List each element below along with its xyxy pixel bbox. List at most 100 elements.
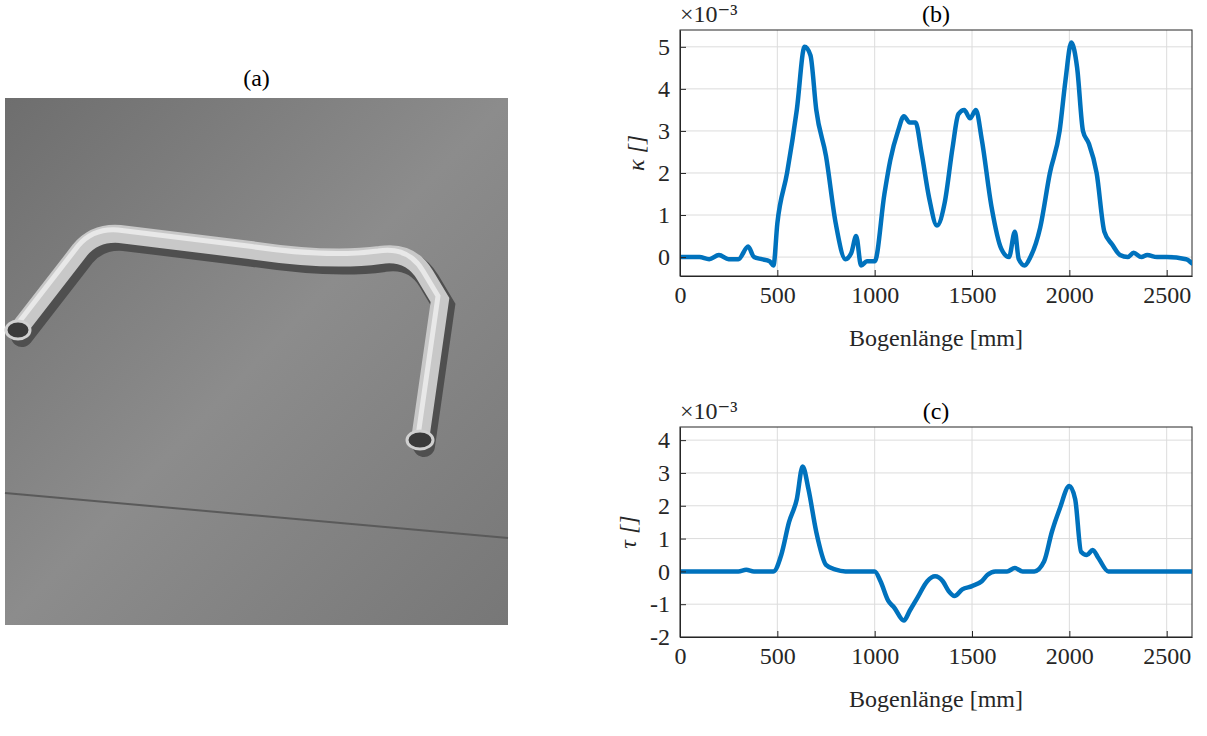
tick: 500 — [760, 631, 796, 669]
axis-line — [680, 31, 681, 277]
tick-label: 2500 — [1143, 282, 1191, 308]
panel-title: (b) — [922, 1, 950, 27]
tick: 0 — [658, 244, 686, 270]
photo — [5, 98, 508, 625]
tick-label: 0 — [658, 559, 670, 585]
tick-label: 2 — [658, 493, 670, 519]
tick-label: 2 — [658, 160, 670, 186]
tick-mark — [680, 440, 686, 441]
grid — [680, 427, 1192, 637]
tube-end — [407, 431, 433, 449]
tick: 2500 — [1143, 270, 1191, 308]
tick-mark — [972, 270, 973, 276]
tick-label: 2500 — [1143, 643, 1191, 669]
x-axis: 0 500 1000 1500 2000 2500 — [675, 270, 1193, 308]
plot-frame — [680, 427, 1192, 637]
tick-label: -2 — [650, 624, 670, 650]
tick-label: 3 — [658, 118, 670, 144]
tick-label: 1000 — [851, 643, 899, 669]
axis-line — [681, 637, 1193, 638]
y-axis-title: τ [] — [615, 515, 641, 548]
tick: 1500 — [949, 631, 997, 669]
tick-label: 500 — [760, 643, 796, 669]
grid-line-x — [1166, 30, 1167, 276]
tick: 3 — [658, 460, 686, 486]
panel-title: (c) — [923, 398, 950, 424]
tube — [18, 234, 440, 440]
data-line — [680, 466, 1192, 620]
tick-mark — [875, 631, 876, 637]
tick-label: 1500 — [949, 282, 997, 308]
grid-line-x — [874, 427, 875, 637]
tick-label: 500 — [760, 282, 796, 308]
tick-mark — [680, 473, 686, 474]
sheet-seam — [5, 493, 508, 538]
tick-label: 4 — [658, 76, 670, 102]
y-axis: 012345 — [658, 31, 686, 277]
grid-line-x — [972, 30, 973, 276]
tick: -2 — [650, 624, 686, 650]
tick: 2 — [658, 160, 686, 186]
tick: 1000 — [851, 270, 899, 308]
data-line — [680, 43, 1192, 266]
tick-mark — [875, 270, 876, 276]
panel: 05001000150020002500012345(b)×10⁻³Bogenl… — [623, 1, 1193, 351]
tick: 1 — [658, 202, 686, 228]
grid-line-y — [680, 604, 1192, 605]
grid-line-x — [777, 427, 778, 637]
panel-title: (a) — [243, 65, 270, 91]
axis-multiplier: ×10⁻³ — [680, 1, 737, 27]
tick-mark — [777, 631, 778, 637]
tick-label: 0 — [675, 282, 687, 308]
tick: 3 — [658, 118, 686, 144]
tick-mark — [680, 637, 686, 638]
tick: 2000 — [1046, 270, 1094, 308]
x-axis-title: Bogenlänge [mm] — [849, 325, 1023, 351]
tick-label: 3 — [658, 460, 670, 486]
axis-line — [680, 428, 681, 638]
tick: 0 — [658, 559, 686, 585]
grid-line-y — [680, 172, 1192, 173]
tick-label: -1 — [650, 591, 670, 617]
tick-label: 0 — [658, 244, 670, 270]
tick-mark — [680, 131, 686, 132]
plot-area — [680, 466, 1192, 620]
panel: 05001000150020002500-2-101234(c)×10⁻³Bog… — [615, 398, 1193, 712]
tick-mark — [1069, 631, 1070, 637]
plot-frame — [680, 30, 1192, 276]
grid-line-x — [1069, 427, 1070, 637]
grid-line-y — [680, 440, 1192, 441]
x-axis: 05001000150020002500 — [675, 631, 1193, 669]
tube-highlight — [16, 230, 438, 436]
figure: (a)05001000150020002500012345(b)×10⁻³Bog… — [0, 0, 1207, 736]
tube-end — [6, 321, 30, 339]
grid-line-y — [680, 538, 1192, 539]
tick-mark — [680, 539, 686, 540]
plot-area — [680, 43, 1192, 266]
tick-mark — [1167, 270, 1168, 276]
tick: -1 — [650, 591, 686, 617]
tick-mark — [680, 506, 686, 507]
tick: 1500 — [949, 270, 997, 308]
grid-line-x — [972, 427, 973, 637]
tick: 500 — [760, 270, 796, 308]
axis-line — [681, 276, 1193, 277]
grid-line-y — [680, 46, 1192, 47]
grid — [680, 30, 1192, 276]
x-axis-title: Bogenlänge [mm] — [849, 686, 1023, 712]
tick: 1000 — [851, 631, 899, 669]
grid-line-x — [1166, 427, 1167, 637]
tick-mark — [972, 631, 973, 637]
tick-label: 0 — [675, 643, 687, 669]
tick-label: 1 — [658, 202, 670, 228]
grid-line-y — [680, 88, 1192, 89]
tick-mark — [1167, 631, 1168, 637]
tick-mark — [680, 215, 686, 216]
tick: 4 — [658, 427, 686, 453]
tick-mark — [680, 257, 686, 258]
tick: 4 — [658, 76, 686, 102]
tick-mark — [680, 47, 686, 48]
tick-label: 1000 — [851, 282, 899, 308]
tick-mark — [777, 270, 778, 276]
tick-label: 4 — [658, 427, 670, 453]
